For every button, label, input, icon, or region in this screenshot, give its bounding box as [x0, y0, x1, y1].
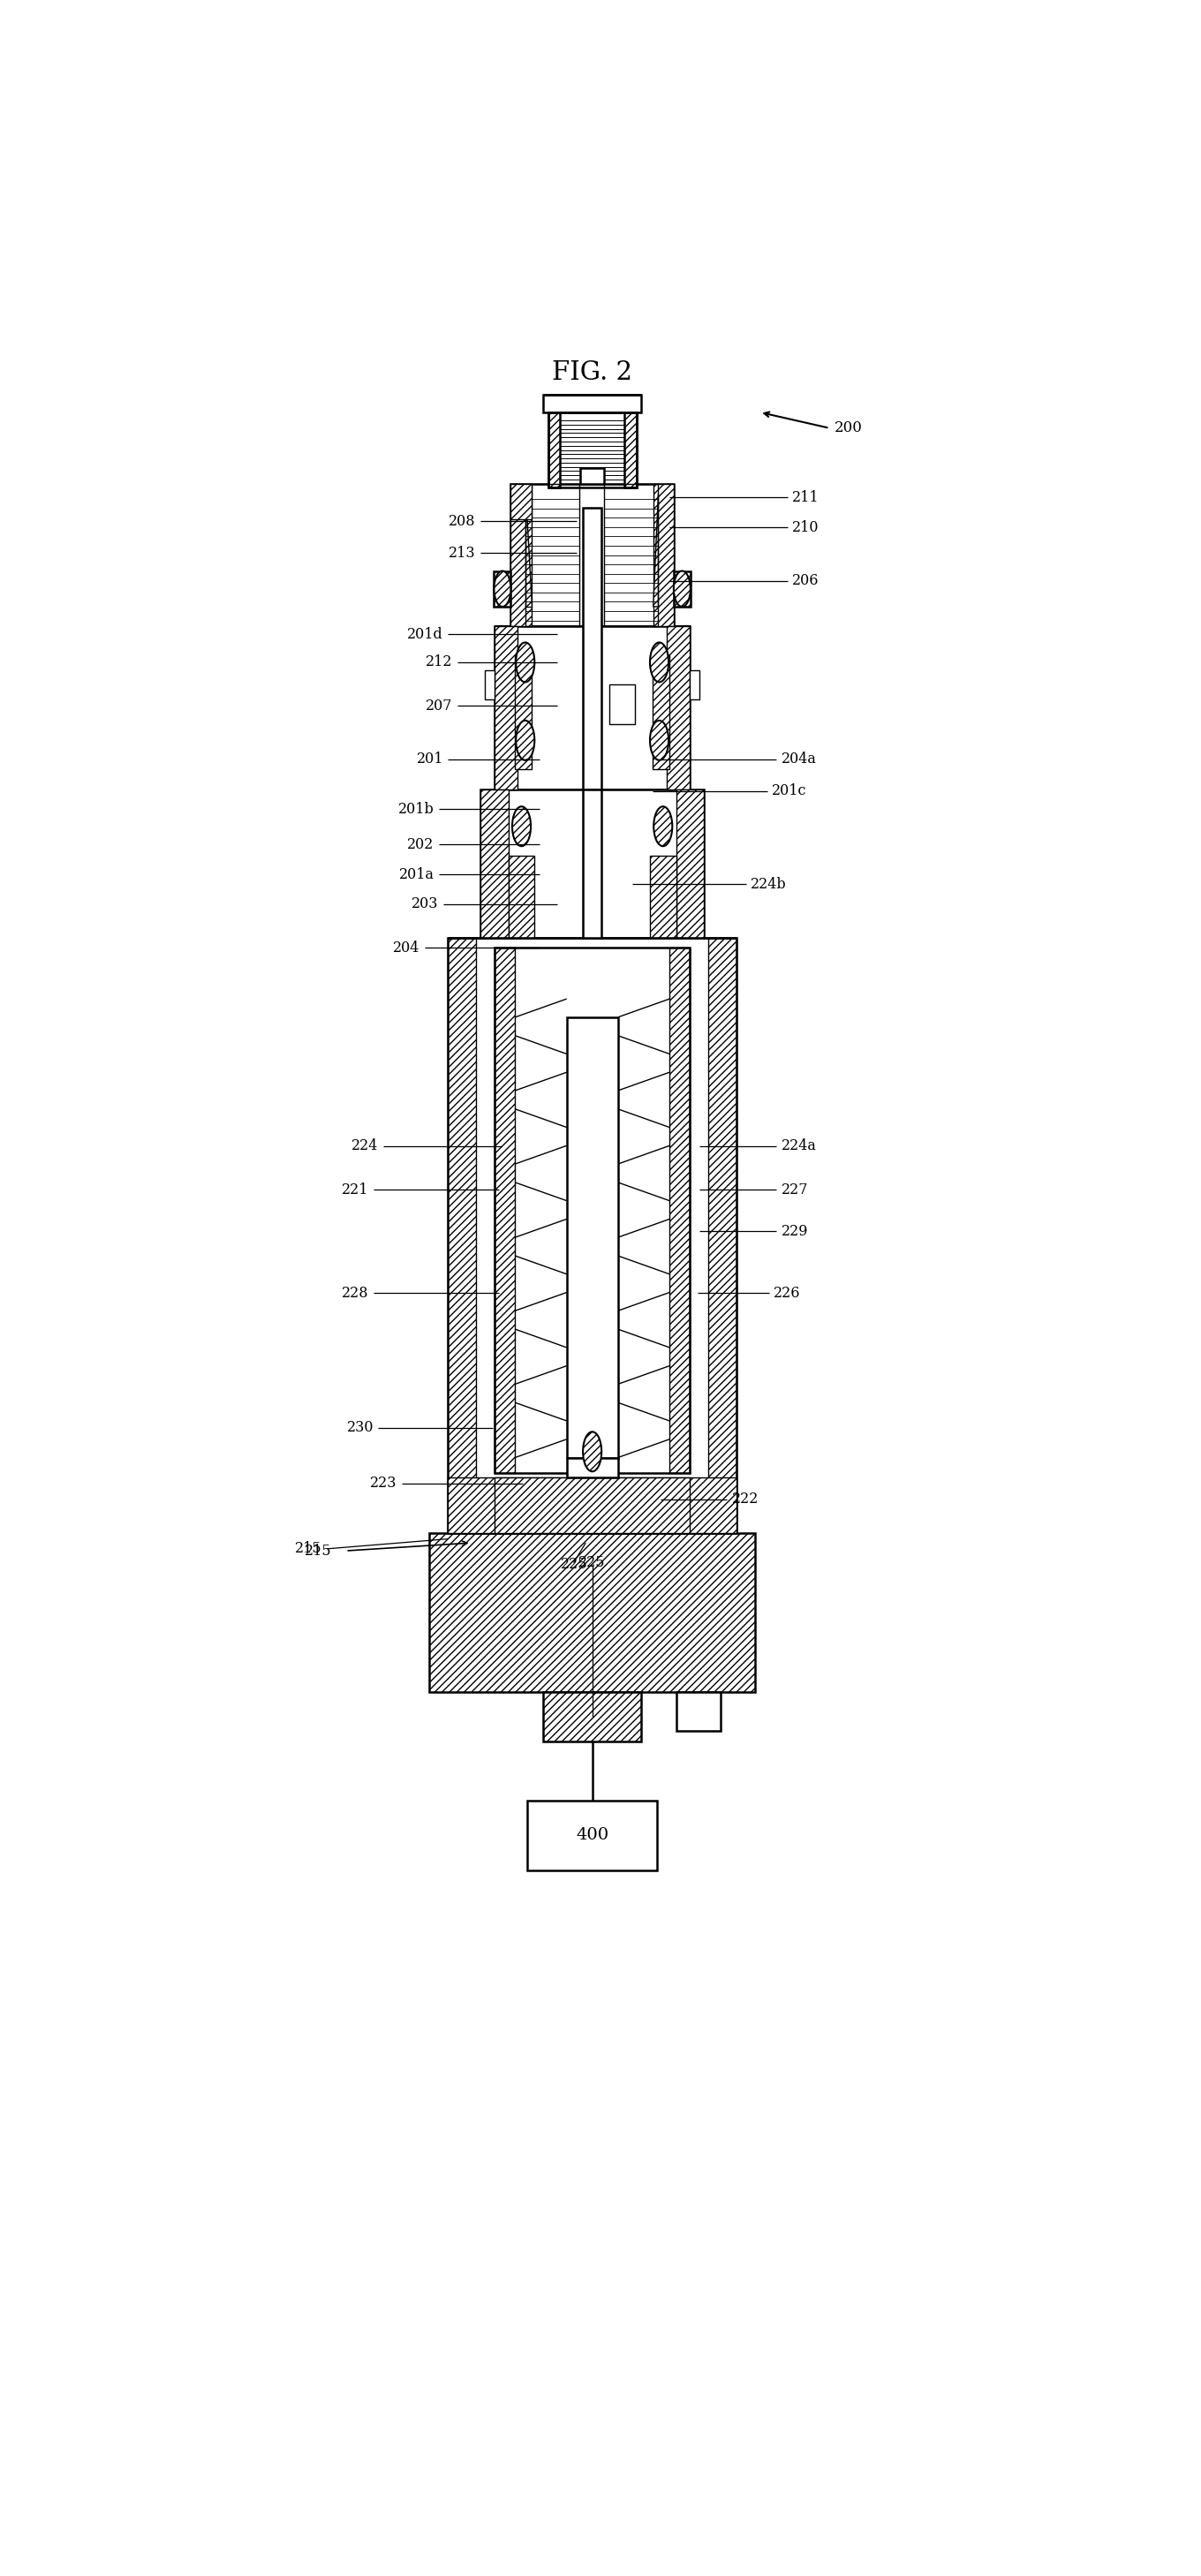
Text: 229: 229	[781, 1224, 808, 1239]
Circle shape	[516, 721, 534, 760]
Text: 215: 215	[305, 1543, 331, 1558]
Circle shape	[674, 572, 691, 605]
Text: 223: 223	[370, 1476, 396, 1492]
Bar	[494, 572, 510, 605]
Bar	[508, 855, 534, 938]
Text: 226: 226	[773, 1285, 801, 1301]
Text: 204a: 204a	[781, 752, 817, 768]
Text: 211: 211	[793, 489, 819, 505]
Text: 227: 227	[781, 1182, 808, 1198]
Polygon shape	[510, 484, 531, 520]
Text: 215: 215	[295, 1540, 322, 1556]
Bar	[527, 1801, 657, 1870]
Bar	[430, 1533, 755, 1692]
Bar	[653, 484, 674, 626]
Text: 224: 224	[352, 1139, 378, 1154]
Circle shape	[582, 1432, 602, 1471]
Bar	[495, 626, 689, 788]
Text: 208: 208	[449, 513, 476, 528]
Bar	[543, 1692, 641, 1741]
Bar	[689, 670, 699, 701]
Bar	[448, 938, 736, 1533]
Circle shape	[512, 806, 531, 845]
Bar	[582, 788, 602, 938]
Bar	[625, 412, 637, 487]
Bar	[650, 855, 676, 938]
Bar	[515, 654, 532, 770]
Circle shape	[516, 641, 534, 683]
Text: 212: 212	[425, 654, 453, 670]
Text: 228: 228	[342, 1285, 369, 1301]
Circle shape	[650, 721, 669, 760]
Bar	[609, 685, 635, 724]
Bar	[567, 1458, 617, 1479]
Text: 225: 225	[561, 1556, 587, 1571]
Circle shape	[653, 806, 673, 845]
Bar	[495, 948, 515, 1473]
Bar	[548, 412, 637, 487]
Text: 201a: 201a	[399, 868, 434, 881]
Text: 201: 201	[417, 752, 443, 768]
Text: 222: 222	[731, 1492, 759, 1507]
Bar	[495, 1479, 689, 1533]
Bar	[674, 572, 691, 605]
Bar	[582, 507, 602, 788]
Polygon shape	[525, 495, 531, 605]
Bar	[525, 484, 579, 626]
Bar	[480, 788, 508, 938]
Text: 210: 210	[793, 520, 819, 536]
Text: 203: 203	[412, 896, 438, 912]
Bar	[480, 788, 704, 938]
Bar	[567, 1018, 617, 1458]
Text: 400: 400	[575, 1826, 609, 1844]
Text: 201b: 201b	[398, 801, 434, 817]
Text: 225: 225	[579, 1556, 605, 1571]
Bar	[676, 1692, 721, 1731]
Circle shape	[650, 641, 669, 683]
Bar	[709, 938, 736, 1533]
Text: FIG. 2: FIG. 2	[552, 361, 633, 384]
Text: 201d: 201d	[407, 626, 443, 641]
Bar	[548, 412, 560, 487]
Bar	[667, 626, 689, 788]
Text: 224a: 224a	[781, 1139, 817, 1154]
Text: 200: 200	[835, 420, 862, 435]
Text: 221: 221	[342, 1182, 369, 1198]
Text: 213: 213	[449, 546, 476, 562]
Text: 201c: 201c	[772, 783, 807, 799]
Text: 206: 206	[793, 574, 819, 587]
Text: 207: 207	[425, 698, 453, 714]
Bar	[485, 670, 495, 701]
Polygon shape	[525, 484, 531, 626]
Polygon shape	[653, 495, 658, 605]
Bar	[604, 484, 658, 626]
Bar	[653, 654, 669, 770]
Bar	[448, 938, 476, 1533]
Bar	[676, 788, 704, 938]
Bar	[580, 469, 604, 484]
Text: 224b: 224b	[751, 876, 787, 891]
Circle shape	[494, 572, 510, 605]
Bar	[510, 484, 531, 626]
Bar	[669, 948, 689, 1473]
Text: 230: 230	[347, 1419, 374, 1435]
Bar	[543, 394, 641, 412]
Bar	[495, 626, 518, 788]
Bar	[510, 484, 674, 626]
Bar	[495, 948, 689, 1473]
Text: 204: 204	[393, 940, 420, 956]
Text: 202: 202	[407, 837, 434, 853]
Bar	[448, 1479, 736, 1533]
